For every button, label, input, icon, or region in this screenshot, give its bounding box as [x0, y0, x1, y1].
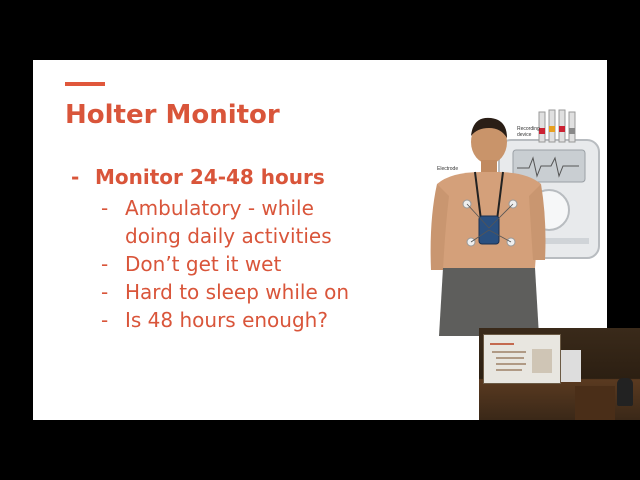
title-accent-bar	[65, 82, 105, 86]
inset-presenter	[617, 378, 633, 406]
bullet-marker: -	[71, 165, 80, 189]
sub-bullet-text: Is 48 hours enough?	[125, 308, 328, 332]
sub-bullet-text: Hard to sleep while on	[125, 280, 350, 304]
sub-bullet-marker: -	[101, 308, 109, 332]
recording-device-label-line1: Recording	[517, 126, 540, 132]
lecture-video-inset	[479, 328, 640, 420]
slide-title: Holter Monitor	[65, 100, 280, 130]
holter-monitor-illustration: Electrode Recording device	[430, 109, 600, 336]
sub-bullet-marker: -	[101, 280, 109, 304]
sub-bullet-text: Don’t get it wet	[125, 252, 282, 276]
sub-bullet-list: - Ambulatory - while doing daily activit…	[71, 194, 391, 334]
inset-projector-screen	[483, 334, 561, 384]
patient-figure-image	[430, 117, 546, 336]
sub-bullet-marker: -	[101, 196, 109, 220]
bullet-list: - Monitor 24-48 hours - Ambulatory - whi…	[71, 164, 391, 334]
sub-bullet-item: - Is 48 hours enough?	[71, 306, 391, 334]
sub-bullet-text: Ambulatory - while	[125, 196, 314, 220]
sub-bullet-text: doing daily activities	[125, 224, 332, 248]
sub-bullet-item: - Don’t get it wet	[71, 250, 391, 278]
sub-bullet-marker: -	[101, 252, 109, 276]
sub-bullet-item: - Ambulatory - while	[71, 194, 391, 222]
sub-bullet-continuation: doing daily activities	[71, 222, 391, 250]
main-bullet-text: Monitor 24-48 hours	[95, 165, 325, 189]
electrode-label: Electrode	[437, 166, 458, 172]
recording-device-label-line2: device	[517, 132, 532, 138]
inset-podium	[575, 386, 615, 420]
inset-side-screen	[561, 350, 581, 382]
main-bullet: - Monitor 24-48 hours	[71, 164, 391, 190]
presentation-slide: Holter Monitor - Monitor 24-48 hours - A…	[33, 60, 607, 420]
sub-bullet-item: - Hard to sleep while on	[71, 278, 391, 306]
